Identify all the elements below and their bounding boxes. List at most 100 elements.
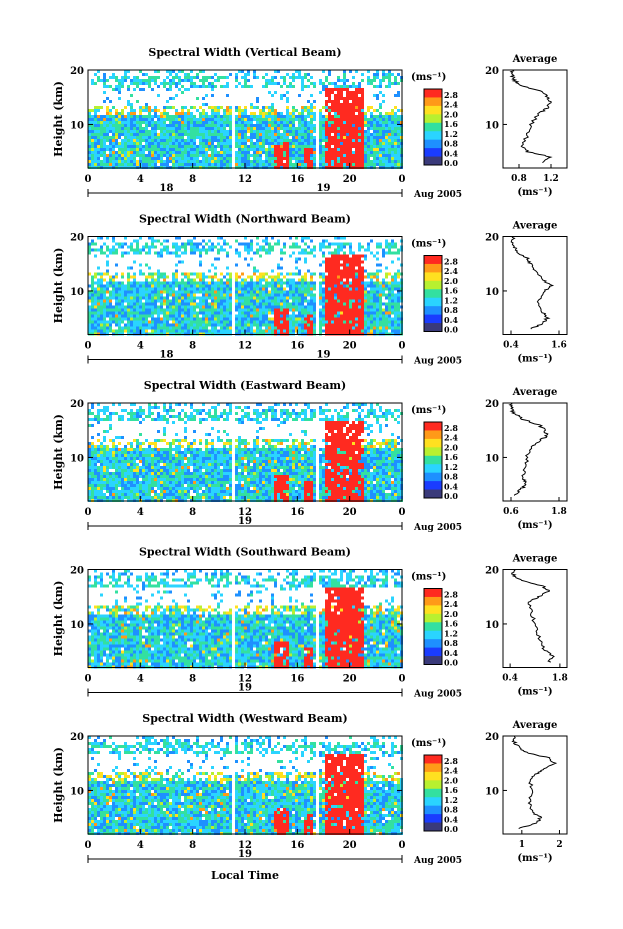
heatmap-cell: [319, 157, 322, 160]
heatmap-cell: [190, 251, 193, 255]
heatmap-cell: [277, 284, 280, 288]
heatmap-cell: [223, 287, 226, 291]
heatmap-cell: [343, 154, 346, 157]
heatmap-cell: [250, 275, 253, 279]
heatmap-cell: [253, 73, 256, 76]
heatmap-cell: [97, 287, 100, 291]
heatmap-cell: [283, 115, 286, 118]
heatmap-cell: [253, 302, 256, 306]
heatmap-cell: [226, 287, 229, 291]
heatmap-cell: [352, 254, 355, 258]
heatmap-cell: [142, 160, 145, 163]
heatmap-cell: [100, 326, 103, 330]
heatmap-cell: [244, 257, 247, 261]
heatmap-cell: [148, 145, 151, 148]
heatmap-cell: [343, 308, 346, 312]
heatmap-cell: [280, 326, 283, 330]
heatmap-cell: [397, 151, 400, 154]
heatmap-cell: [184, 284, 187, 288]
heatmap-cell: [154, 329, 157, 333]
heatmap-cell: [295, 142, 298, 145]
heatmap-cell: [244, 136, 247, 139]
heatmap-cell: [370, 160, 373, 163]
heatmap-cell: [331, 293, 334, 297]
heatmap-cell: [262, 85, 265, 88]
heatmap-cell: [307, 320, 310, 324]
heatmap-cell: [337, 254, 340, 258]
heatmap-cell: [139, 82, 142, 85]
heatmap-cell: [397, 314, 400, 318]
heatmap-cell: [124, 251, 127, 255]
heatmap-cell: [259, 127, 262, 130]
heatmap-cell: [361, 106, 364, 109]
heatmap-cell: [247, 157, 250, 160]
heatmap-cell: [190, 245, 193, 249]
heatmap-cell: [247, 293, 250, 297]
heatmap-cell: [229, 148, 232, 151]
heatmap-cell: [211, 299, 214, 303]
heatmap-cell: [301, 139, 304, 142]
heatmap-cell: [208, 142, 211, 145]
heatmap-cell: [91, 121, 94, 124]
heatmap-cell: [394, 293, 397, 297]
heatmap-cell: [169, 154, 172, 157]
heatmap-cell: [136, 133, 139, 136]
heatmap-cell: [169, 130, 172, 133]
heatmap-cell: [250, 290, 253, 294]
heatmap-cell: [166, 299, 169, 303]
heatmap-cell: [337, 103, 340, 106]
heatmap-cell: [364, 160, 367, 163]
heatmap-cell: [325, 260, 328, 264]
heatmap-cell: [298, 163, 301, 166]
heatmap-cell: [343, 106, 346, 109]
heatmap-cell: [214, 79, 217, 82]
heatmap-cell: [292, 112, 295, 115]
heatmap-cell: [202, 239, 205, 243]
heatmap-cell: [304, 251, 307, 255]
heatmap-cell: [274, 82, 277, 85]
heatmap-cell: [274, 76, 277, 79]
heatmap-cell: [94, 139, 97, 142]
heatmap-cell: [157, 293, 160, 297]
heatmap-cell: [241, 121, 244, 124]
heatmap-cell: [172, 308, 175, 312]
x-tick-label: 20: [343, 341, 357, 352]
heatmap-cell: [328, 136, 331, 139]
heatmap-cell: [385, 130, 388, 133]
heatmap-cell: [196, 314, 199, 318]
heatmap-cell: [322, 296, 325, 300]
heatmap-cell: [121, 314, 124, 318]
heatmap-cell: [106, 329, 109, 333]
heatmap-cell: [301, 151, 304, 154]
heatmap-cell: [115, 251, 118, 255]
heatmap-cell: [157, 254, 160, 258]
heatmap-cell: [382, 302, 385, 306]
heatmap-cell: [157, 85, 160, 88]
heatmap-cell: [139, 106, 142, 109]
heatmap-cell: [292, 133, 295, 136]
heatmap-cell: [304, 151, 307, 154]
heatmap-cell: [340, 281, 343, 285]
heatmap-cell: [298, 124, 301, 127]
heatmap-cell: [199, 163, 202, 166]
heatmap-cell: [271, 76, 274, 79]
heatmap-cell: [379, 305, 382, 309]
heatmap-cell: [379, 314, 382, 318]
heatmap-cell: [373, 326, 376, 330]
heatmap-cell: [256, 133, 259, 136]
heatmap-cell: [115, 311, 118, 315]
heatmap-cell: [283, 157, 286, 160]
heatmap-cell: [310, 317, 313, 321]
heatmap-cell: [100, 154, 103, 157]
heatmap-cell: [148, 136, 151, 139]
heatmap-cell: [343, 160, 346, 163]
heatmap-cell: [307, 317, 310, 321]
heatmap-cell: [325, 160, 328, 163]
heatmap-cell: [280, 284, 283, 288]
heatmap-cell: [307, 293, 310, 297]
heatmap-cell: [196, 272, 199, 276]
heatmap-cell: [199, 106, 202, 109]
heatmap-cell: [388, 302, 391, 306]
heatmap-cell: [151, 121, 154, 124]
heatmap-cell: [373, 76, 376, 79]
